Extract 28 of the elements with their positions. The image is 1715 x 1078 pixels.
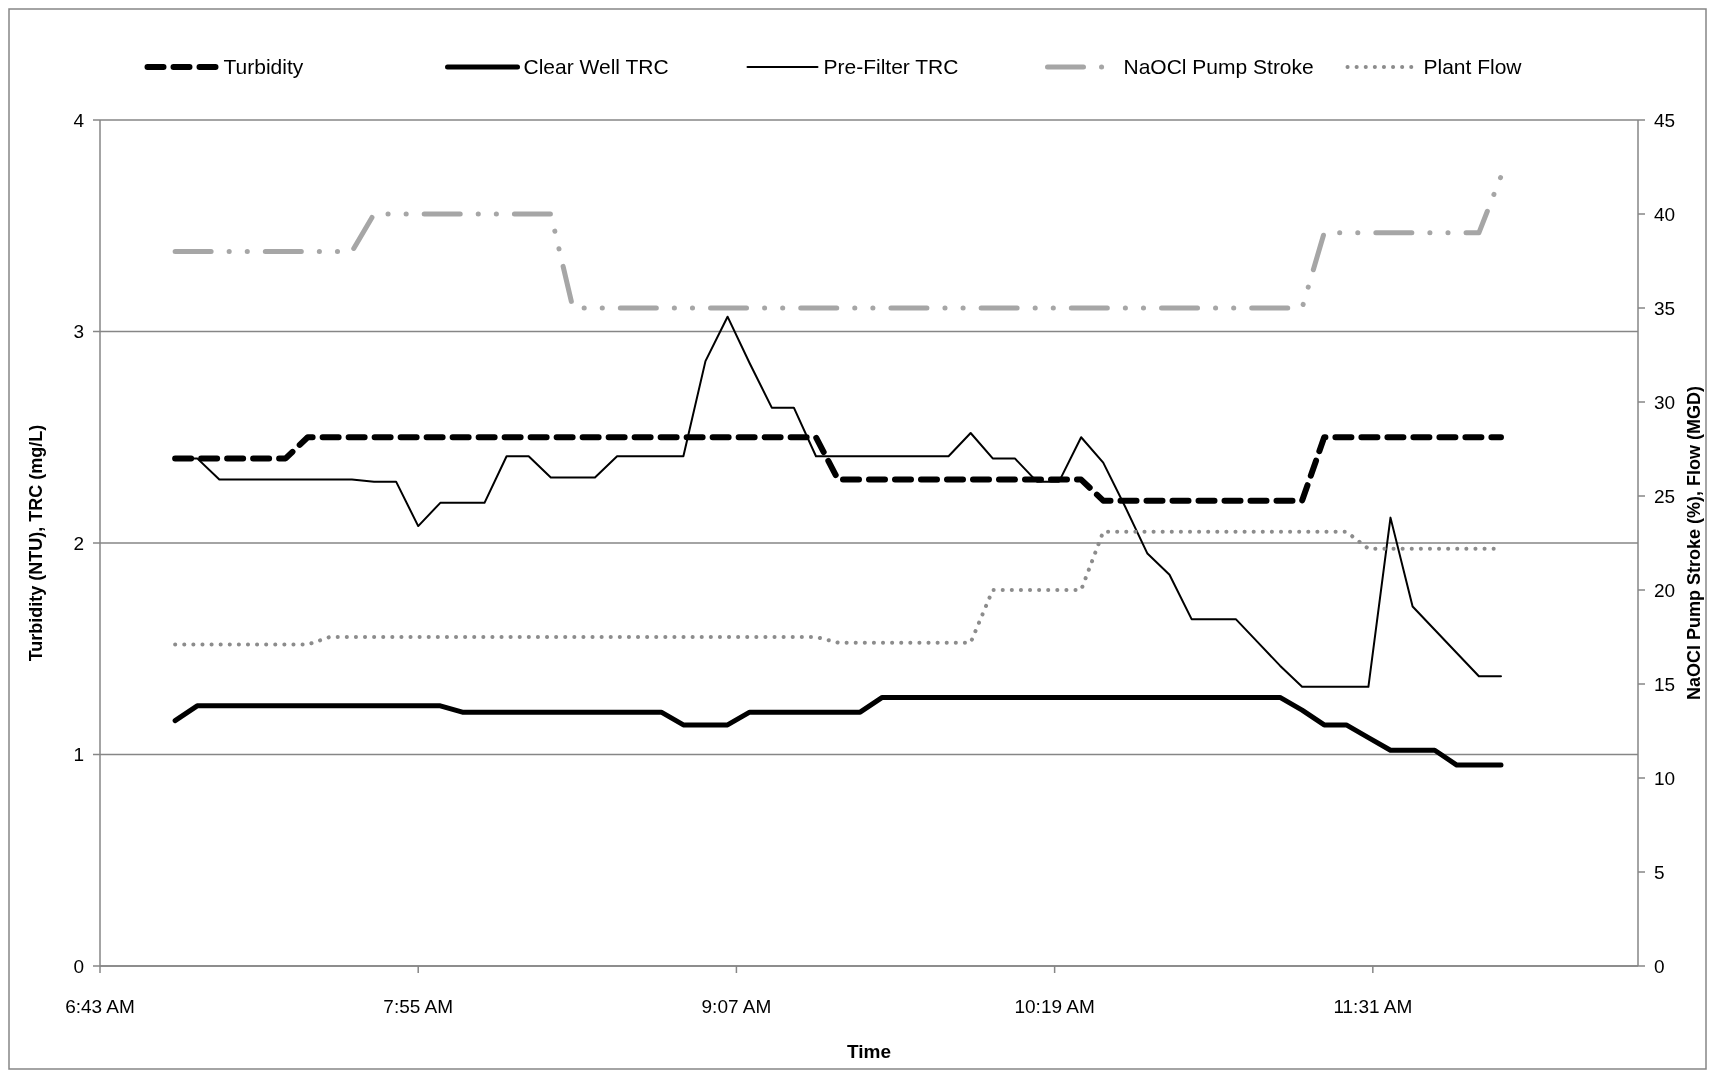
- legend-label: NaOCl Pump Stroke: [1123, 55, 1314, 79]
- y2-tick-label: 30: [1654, 391, 1676, 413]
- x-tick-label: 6:43 AM: [65, 996, 135, 1017]
- x-tick-label: 10:19 AM: [1014, 996, 1095, 1017]
- x-axis-title: Time: [846, 1041, 892, 1062]
- legend-label: Pre-Filter TRC: [823, 55, 959, 79]
- y-tick-label: 1: [73, 744, 84, 766]
- y-tick-label: 3: [73, 321, 84, 343]
- y2-tick-label: 35: [1654, 297, 1676, 319]
- y-tick-label: 4: [73, 109, 85, 131]
- x-tick-label: 7:55 AM: [383, 996, 454, 1017]
- y2-axis-title: NaOCl Pump Stroke (%), Flow (MGD): [1684, 385, 1704, 701]
- y-tick-label: 2: [73, 532, 84, 554]
- y2-tick-label: 15: [1654, 673, 1676, 695]
- y-axis-title: Turbidity (NTU), TRC (mg/L): [26, 424, 46, 662]
- legend-label: Clear Well TRC: [523, 55, 669, 79]
- x-tick-label: 11:31 AM: [1333, 996, 1413, 1017]
- y2-tick-label: 25: [1654, 485, 1676, 507]
- y2-tick-label: 10: [1654, 767, 1676, 789]
- y-tick-label: 0: [73, 955, 84, 977]
- y2-tick-label: 40: [1654, 203, 1676, 225]
- legend-label: Plant Flow: [1423, 55, 1523, 79]
- x-tick-label: 9:07 AM: [701, 996, 772, 1017]
- y2-tick-label: 5: [1654, 861, 1665, 883]
- y2-tick-label: 20: [1654, 579, 1676, 601]
- y2-tick-label: 45: [1654, 109, 1676, 131]
- y2-tick-label: 0: [1654, 955, 1665, 977]
- legend-label: Turbidity: [223, 55, 304, 79]
